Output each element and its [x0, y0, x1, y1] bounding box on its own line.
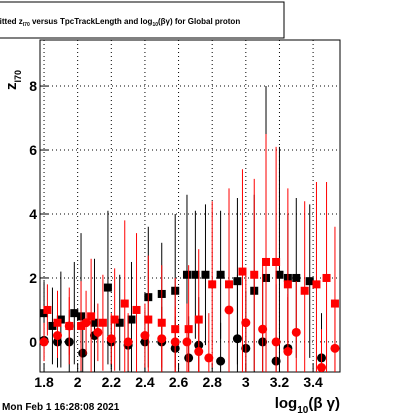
marker-square [70, 309, 79, 318]
marker-square [283, 280, 292, 289]
x-tick-label: 2.6 [169, 374, 189, 390]
marker-square [272, 257, 281, 266]
marker-circle [194, 347, 204, 357]
marker-square [201, 270, 210, 279]
marker-circle [140, 331, 150, 341]
marker-circle [106, 334, 116, 344]
marker-square [300, 286, 309, 295]
marker-square [305, 277, 314, 286]
marker-square [312, 280, 321, 289]
title-box [0, 1, 285, 39]
y-tick-label: 8 [29, 78, 37, 94]
x-tick-label: 2 [74, 374, 82, 390]
marker-square [322, 273, 331, 282]
marker-square [132, 305, 141, 314]
marker-square [48, 321, 57, 330]
marker-circle [204, 353, 214, 363]
marker-circle [317, 363, 327, 373]
marker-circle [224, 305, 234, 315]
x-tick-label: 3.2 [270, 374, 290, 390]
marker-circle [216, 356, 226, 366]
marker-square [103, 283, 112, 292]
marker-circle [157, 334, 167, 344]
chart-title: fitted zI70 versus TpcTrackLength and lo… [0, 17, 240, 28]
marker-circle [39, 337, 49, 347]
x-tick-label: 2.2 [102, 374, 122, 390]
marker-square [292, 273, 301, 282]
marker-square [184, 325, 193, 334]
marker-circle [258, 324, 268, 334]
marker-circle [81, 318, 91, 328]
marker-square [238, 267, 247, 276]
y-axis-label: zI70 [3, 70, 23, 90]
x-tick-label: 3.4 [303, 374, 323, 390]
marker-square [275, 270, 284, 279]
marker-square [250, 270, 259, 279]
marker-square [43, 305, 52, 314]
x-tick-label: 1.8 [34, 374, 54, 390]
marker-circle [291, 327, 301, 337]
marker-square [77, 321, 86, 330]
marker-circle [64, 321, 74, 331]
marker-square [120, 299, 129, 308]
x-tick-label: 2.8 [202, 374, 222, 390]
marker-circle [170, 337, 180, 347]
marker-circle [271, 337, 281, 347]
marker-square [98, 318, 107, 327]
marker-circle [241, 318, 251, 328]
marker-square [127, 315, 136, 324]
marker-square [262, 257, 271, 266]
marker-circle [232, 334, 242, 344]
marker-square [87, 312, 96, 321]
marker-square [110, 315, 119, 324]
x-axis-label: log10(β γ) [275, 395, 340, 414]
marker-circle [283, 347, 293, 357]
y-tick-label: 0 [29, 334, 37, 350]
marker-circle [330, 343, 340, 353]
marker-square [208, 280, 217, 289]
marker-circle [78, 348, 88, 358]
x-tick-label: 3 [242, 374, 250, 390]
y-tick-label: 2 [29, 270, 37, 286]
marker-square [144, 315, 153, 324]
x-tick-label: 2.4 [135, 374, 155, 390]
marker-circle [182, 337, 192, 347]
marker-square [191, 270, 200, 279]
marker-square [216, 270, 225, 279]
marker-circle [52, 331, 62, 341]
y-tick-label: 6 [29, 142, 37, 158]
footer-date: Mon Feb 1 16:28:08 2021 [2, 402, 120, 413]
marker-square [115, 318, 124, 327]
marker-square [182, 270, 191, 279]
marker-circle [93, 327, 103, 337]
y-tick-label: 4 [29, 206, 37, 222]
marker-circle [123, 337, 133, 347]
